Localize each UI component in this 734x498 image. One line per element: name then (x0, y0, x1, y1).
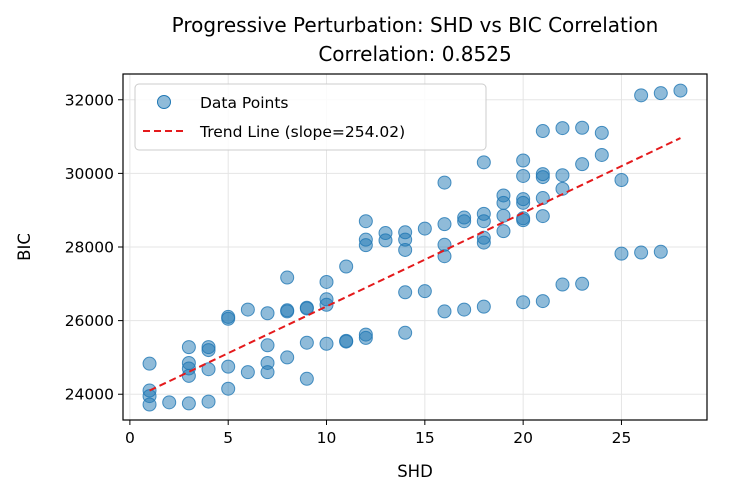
y-tick-label: 32000 (65, 91, 114, 109)
data-point (260, 306, 275, 321)
data-point (358, 238, 373, 253)
chart-subtitle: Correlation: 0.8525 (318, 42, 511, 66)
data-point (535, 124, 550, 139)
data-point (476, 235, 491, 250)
data-point (476, 299, 491, 314)
data-point (260, 338, 275, 353)
data-point (575, 276, 590, 291)
data-point (201, 394, 216, 409)
data-point (358, 330, 373, 345)
data-point (673, 83, 688, 98)
data-point (181, 396, 196, 411)
data-point (417, 284, 432, 299)
legend-box (134, 83, 487, 151)
x-axis-label: SHD (397, 462, 433, 481)
legend-marker-points (157, 95, 171, 109)
data-point (555, 168, 570, 183)
data-point (221, 359, 236, 374)
data-point (181, 340, 196, 355)
data-point (516, 295, 531, 310)
y-tick-label: 26000 (65, 312, 114, 330)
data-point (319, 336, 334, 351)
data-point (555, 121, 570, 136)
data-point (221, 381, 236, 396)
y-tick-label: 30000 (65, 165, 114, 183)
data-point (535, 209, 550, 224)
data-point (398, 285, 413, 300)
data-point (653, 244, 668, 259)
data-point (535, 170, 550, 185)
data-point (457, 302, 472, 317)
data-point (575, 120, 590, 135)
data-point (437, 304, 452, 319)
data-point (201, 362, 216, 377)
data-point (162, 395, 177, 410)
data-point (398, 242, 413, 257)
data-point (417, 221, 432, 236)
data-point (319, 274, 334, 289)
trend-line (149, 137, 681, 392)
legend-label-points: Data Points (200, 94, 289, 112)
data-point (299, 335, 314, 350)
data-point (476, 155, 491, 170)
data-point (299, 301, 314, 316)
data-points (142, 83, 688, 412)
data-point (516, 195, 531, 210)
x-tick-label: 5 (223, 429, 233, 447)
data-point (457, 214, 472, 229)
data-point (299, 371, 314, 386)
data-point (398, 325, 413, 340)
data-point (437, 175, 452, 190)
data-point (280, 270, 295, 285)
data-point (634, 245, 649, 260)
y-axis-label: BIC (15, 233, 34, 261)
data-point (614, 173, 629, 188)
data-point (496, 195, 511, 210)
chart-title: Progressive Perturbation: SHD vs BIC Cor… (172, 13, 659, 37)
data-point (437, 217, 452, 232)
data-point (280, 350, 295, 365)
legend: Data Points Trend Line (slope=254.02) (134, 83, 487, 151)
data-point (260, 365, 275, 380)
data-point (575, 157, 590, 172)
data-point (437, 249, 452, 264)
data-point (634, 88, 649, 103)
data-point (496, 224, 511, 239)
y-tick-label: 24000 (65, 386, 114, 404)
data-point (339, 259, 354, 274)
data-point (555, 181, 570, 196)
x-tick-label: 15 (415, 429, 435, 447)
data-point (181, 368, 196, 383)
plot-frame (122, 73, 708, 421)
data-point (653, 86, 668, 101)
data-point (240, 302, 255, 317)
data-point (594, 147, 609, 162)
data-point (142, 356, 157, 371)
data-point (516, 168, 531, 183)
data-point (142, 397, 157, 412)
trend-line-layer (149, 137, 681, 392)
data-point (358, 214, 373, 229)
data-point (378, 233, 393, 248)
data-point (201, 343, 216, 358)
x-tick-label: 10 (317, 429, 337, 447)
axis-ticks: 0 5 10 15 20 25 24000 26000 28000 30000 32000 (65, 91, 632, 447)
data-point (555, 277, 570, 292)
data-point (516, 153, 531, 168)
data-point (614, 246, 629, 261)
data-point (240, 365, 255, 380)
data-point (339, 334, 354, 349)
legend-label-trend: Trend Line (slope=254.02) (199, 123, 405, 141)
x-tick-label: 0 (125, 429, 135, 447)
data-point (221, 311, 236, 326)
data-point (280, 304, 295, 319)
data-point (476, 214, 491, 229)
data-point (594, 125, 609, 140)
y-tick-label: 28000 (65, 239, 114, 257)
x-tick-label: 20 (513, 429, 533, 447)
x-tick-label: 25 (612, 429, 632, 447)
data-point (535, 294, 550, 309)
